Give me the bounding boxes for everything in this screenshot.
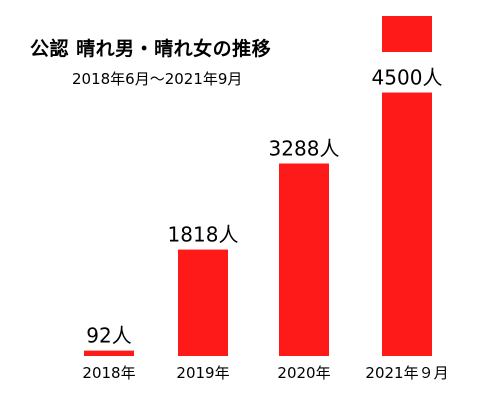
category-label-3: 2020年 <box>277 364 330 382</box>
chart-title: 公認 晴れ男・晴れ女の推移 <box>30 38 272 60</box>
bars <box>84 92 432 356</box>
value-label-2: 1818人 <box>168 223 239 247</box>
bar-1 <box>84 350 134 356</box>
legend-swatch <box>382 16 432 52</box>
category-labels: 2018年 2019年 2020年 2021年９月 <box>82 364 448 382</box>
category-label-2: 2019年 <box>176 364 229 382</box>
chart-subtitle: 2018年6月〜2021年9月 <box>72 70 243 88</box>
category-label-4: 2021年９月 <box>365 364 448 382</box>
value-label-4: 4500人 <box>372 66 443 90</box>
legend <box>382 16 432 52</box>
bar-3 <box>279 163 329 356</box>
category-label-1: 2018年 <box>82 364 135 382</box>
bar-4 <box>382 92 432 356</box>
value-label-1: 92人 <box>86 324 131 348</box>
bar-2 <box>178 249 228 356</box>
value-labels: 92人 1818人 3288人 4500人 <box>86 66 442 348</box>
value-label-3: 3288人 <box>269 137 340 161</box>
